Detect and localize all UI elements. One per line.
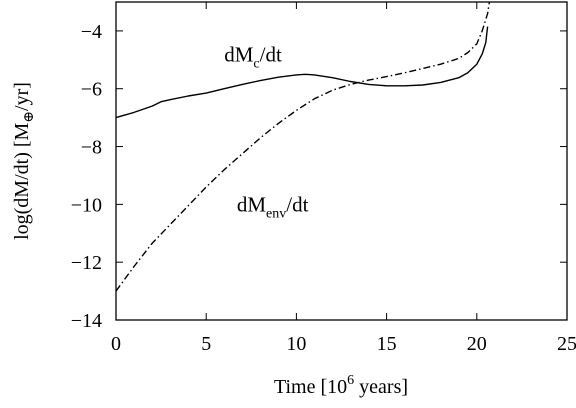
x-axis-label: Time [106 years] <box>274 373 408 398</box>
y-tick-label: −8 <box>81 137 102 159</box>
x-tick-label: 20 <box>467 333 487 355</box>
series-line <box>115 26 489 119</box>
y-tick-label: −4 <box>81 21 102 43</box>
series-annotations: dMc/dt dMenv/dt <box>224 42 308 221</box>
x-tick-label: 25 <box>557 333 576 355</box>
series-label: dMc/dt <box>224 42 282 71</box>
y-tick-label: −12 <box>71 252 102 274</box>
x-tick-label: 10 <box>286 333 306 355</box>
x-tick-label: 15 <box>377 333 397 355</box>
x-tick-label: 5 <box>201 333 211 355</box>
y-tick-label: −6 <box>81 79 102 101</box>
y-tick-label: −14 <box>71 310 102 332</box>
series-line <box>115 1 491 292</box>
y-axis-label: log(dM/dt) [M⊕/yr] <box>11 82 37 240</box>
series-lines <box>115 1 491 292</box>
series-label: dMenv/dt <box>237 193 309 222</box>
y-tick-label: −10 <box>71 194 102 216</box>
x-tick-label: 0 <box>111 333 121 355</box>
axis-ticks: 0 5 10 15 20 25 −14 −12 −10 −8 −6 −4 <box>71 2 576 355</box>
plot-area-frame <box>115 1 568 321</box>
